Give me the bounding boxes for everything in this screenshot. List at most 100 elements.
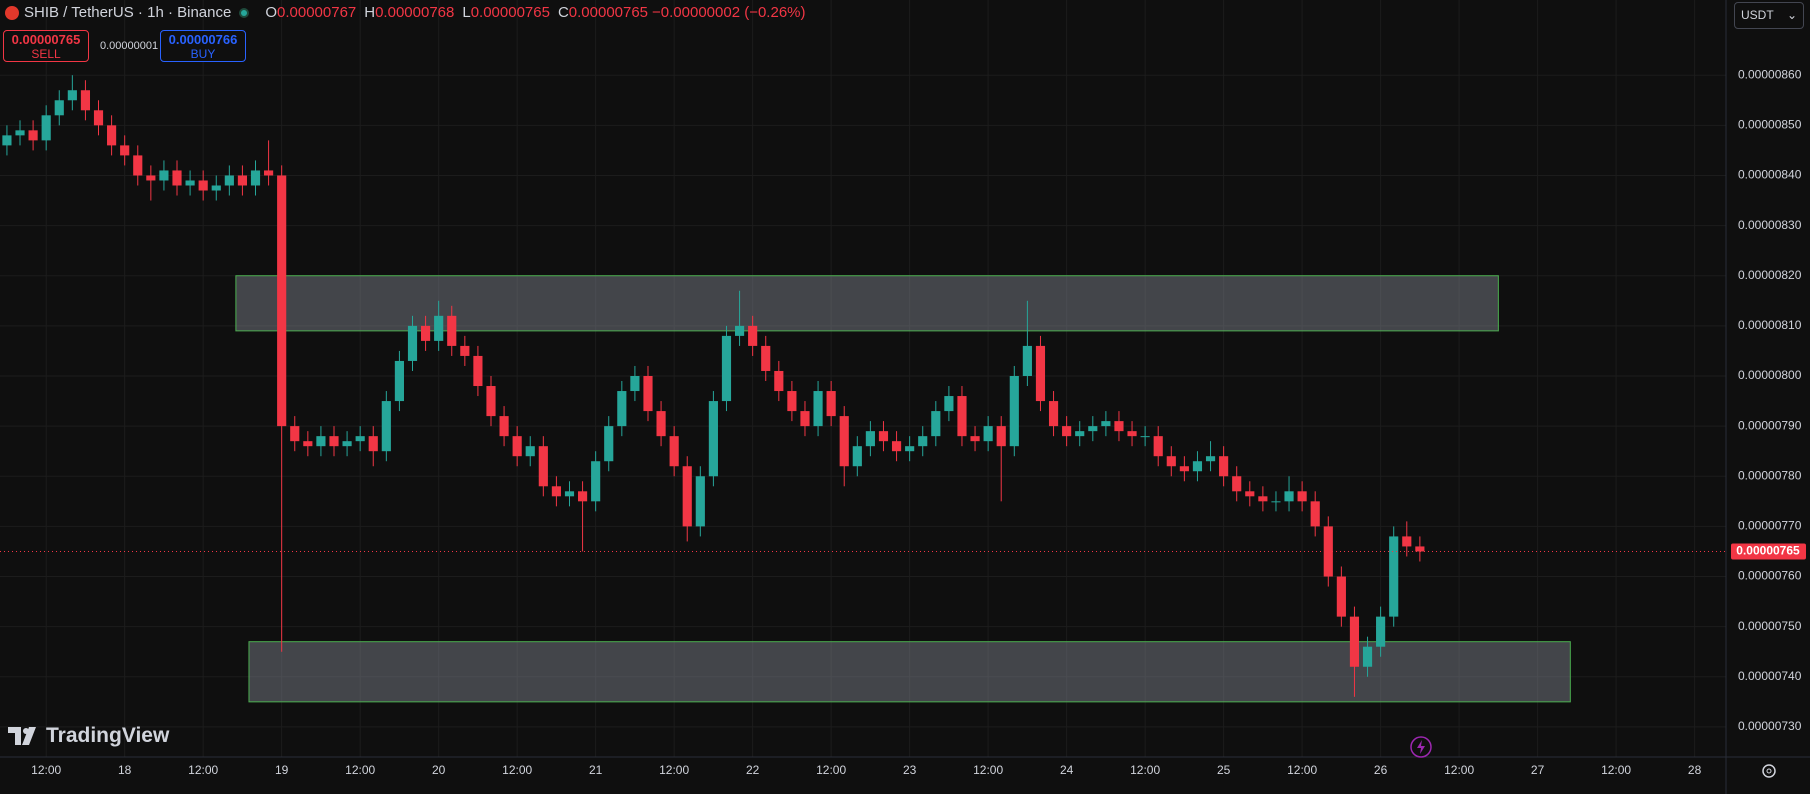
- x-tick-label: 28: [1688, 763, 1702, 777]
- y-tick-label: 0.00000800: [1738, 368, 1802, 382]
- ohlc-value: 0.00000768: [375, 4, 455, 21]
- candle-body: [1336, 576, 1346, 617]
- candle-body: [1271, 501, 1281, 503]
- y-tick-label: 0.00000730: [1738, 719, 1802, 733]
- ohlc-key: H: [364, 4, 376, 21]
- y-tick-label: 0.00000820: [1738, 268, 1802, 282]
- candle-body: [630, 375, 640, 392]
- settings-icon[interactable]: [1760, 762, 1778, 780]
- sell-button[interactable]: 0.00000765 SELL: [3, 30, 89, 62]
- candle-body: [1402, 536, 1412, 547]
- x-tick-label: 12:00: [1601, 763, 1631, 777]
- candle-body: [1114, 421, 1124, 432]
- candle-body: [486, 386, 496, 417]
- status-dot: [239, 7, 250, 18]
- candle-body: [67, 90, 77, 101]
- x-tick-label: 23: [903, 763, 917, 777]
- y-tick-label: 0.00000850: [1738, 118, 1802, 132]
- candle-body: [852, 446, 862, 467]
- candle-body: [512, 436, 522, 457]
- y-tick-label: 0.00000760: [1738, 569, 1802, 583]
- candle-body: [1192, 461, 1203, 472]
- candle-body: [865, 431, 875, 447]
- candle-body: [551, 486, 561, 497]
- y-tick-label: 0.00000750: [1738, 619, 1802, 633]
- candle-body: [80, 90, 91, 111]
- candle-body: [198, 180, 208, 191]
- candle-body: [2, 135, 12, 146]
- candle-body: [381, 401, 391, 452]
- y-tick-label: 0.00000770: [1738, 519, 1802, 533]
- x-tick-label: 12:00: [973, 763, 1003, 777]
- candle-body: [839, 416, 849, 467]
- candle-body: [368, 436, 378, 452]
- x-tick-label: 27: [1531, 763, 1545, 777]
- candle-body: [342, 441, 352, 447]
- candle-body: [1245, 491, 1255, 497]
- candle-body: [172, 170, 182, 186]
- candle-body: [1088, 426, 1098, 432]
- candle-body: [604, 426, 614, 462]
- candle-body: [918, 436, 928, 447]
- x-tick-label: 12:00: [1287, 763, 1317, 777]
- candle-body: [1166, 456, 1176, 467]
- candle-body: [1075, 431, 1085, 437]
- currency-select[interactable]: USDT ⌄: [1734, 2, 1804, 29]
- x-tick-label: 25: [1217, 763, 1231, 777]
- ohlc-key: O: [265, 4, 277, 21]
- candle-body: [669, 436, 679, 467]
- candle-body: [800, 411, 810, 427]
- candle-body: [1232, 476, 1242, 492]
- candle-body: [591, 461, 601, 502]
- candle-body: [787, 391, 797, 412]
- candle-body: [54, 100, 64, 116]
- candle-body: [525, 446, 535, 457]
- candle-body: [826, 391, 836, 417]
- x-tick-label: 12:00: [188, 763, 218, 777]
- symbol[interactable]: SHIB / TetherUS · 1h · Binance: [24, 4, 232, 21]
- candle-body: [1376, 616, 1386, 647]
- logo[interactable]: TradingView: [8, 724, 169, 748]
- x-tick-label: 20: [432, 763, 446, 777]
- candle-body: [224, 175, 234, 186]
- y-tick-label: 0.00000790: [1738, 418, 1802, 432]
- buy-button[interactable]: 0.00000766 BUY: [160, 30, 246, 62]
- candle-body: [1127, 431, 1137, 437]
- candle-body: [761, 345, 771, 371]
- candle-body: [931, 411, 941, 437]
- candle-body: [996, 426, 1006, 447]
- ohlc-value: 0.00000765: [470, 4, 550, 21]
- buy-price: 0.00000766: [168, 32, 238, 47]
- x-tick-label: 12:00: [31, 763, 61, 777]
- y-tick-label: 0.00000860: [1738, 67, 1802, 81]
- y-tick-label: 0.00000740: [1738, 669, 1802, 683]
- currency: USDT: [1741, 8, 1774, 22]
- candle-body: [15, 130, 25, 136]
- candle-body: [1048, 401, 1059, 427]
- candle-body: [1009, 375, 1019, 447]
- candle-body: [1179, 466, 1189, 472]
- candle-body: [355, 436, 365, 442]
- zone: [235, 275, 1499, 332]
- candle-body: [1362, 646, 1373, 667]
- candle-body: [891, 441, 902, 452]
- candle-body: [473, 355, 483, 387]
- last-price-label: 0.00000765: [1736, 544, 1800, 558]
- candle-body: [1310, 501, 1320, 527]
- chevron: ⌄: [1786, 8, 1797, 22]
- x-tick-label: 12:00: [1444, 763, 1474, 777]
- candle-body: [1022, 345, 1032, 376]
- candle-body: [1153, 436, 1163, 457]
- y-tick-label: 0.00000830: [1738, 218, 1802, 232]
- x-tick-label: 19: [275, 763, 289, 777]
- candle-body: [211, 185, 221, 191]
- flash-icon[interactable]: [1408, 734, 1434, 760]
- candle-body: [1219, 456, 1229, 477]
- candle-body: [577, 491, 588, 502]
- candle-body: [1101, 421, 1111, 427]
- logo-mark: [8, 727, 36, 745]
- x-tick-label: 12:00: [345, 763, 375, 777]
- candle-body: [460, 345, 470, 356]
- x-tick-label: 22: [746, 763, 760, 777]
- change: −0.00000002 (−0.26%): [652, 4, 806, 21]
